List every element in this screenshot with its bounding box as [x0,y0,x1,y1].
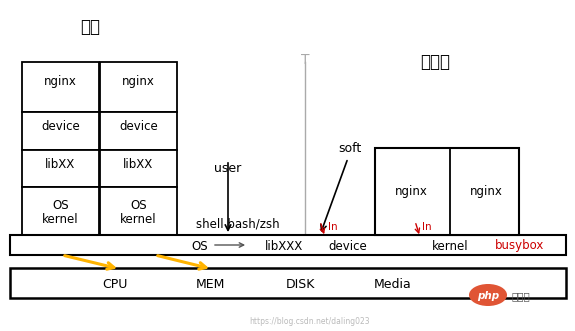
Text: soft: soft [338,141,362,155]
Text: libXX: libXX [45,158,76,170]
Text: 中文网: 中文网 [512,291,531,301]
Bar [22,112,99,150]
Text: device: device [119,120,158,133]
Text: Media: Media [374,277,412,291]
Bar [100,187,177,235]
Text: OS: OS [130,199,147,212]
Text: 解耸: 解耸 [80,18,100,36]
Text: user: user [214,162,242,174]
Text: T: T [301,53,309,67]
Text: libXX: libXX [124,158,154,170]
Text: DISK: DISK [285,277,315,291]
Text: php: php [477,291,499,301]
Bar [100,62,177,112]
Text: device: device [41,120,80,133]
Text: ln: ln [422,222,432,232]
Text: https://blog.csdn.net/daling023: https://blog.csdn.net/daling023 [250,317,370,326]
Text: CPU: CPU [102,277,128,291]
Text: busybox: busybox [495,240,545,253]
Text: nginx: nginx [394,185,427,198]
Text: MEM: MEM [196,277,225,291]
Bar [375,148,519,235]
Bar [100,150,177,187]
Bar [22,150,99,187]
Bar [10,268,566,298]
Ellipse shape [469,284,507,306]
Text: OS: OS [52,199,69,212]
Text: shell bash/zsh: shell bash/zsh [196,217,280,230]
Text: kernel: kernel [42,213,79,226]
Text: nginx: nginx [44,74,77,87]
Text: ln: ln [328,222,338,232]
Bar [22,62,99,112]
Bar [22,187,99,235]
Text: nginx: nginx [470,185,503,198]
Text: kernel: kernel [120,213,157,226]
Bar [10,235,566,255]
Text: OS: OS [191,240,208,253]
Text: nginx: nginx [122,74,155,87]
Text: kernel: kernel [432,240,468,253]
Text: device: device [329,240,367,253]
Text: 半解耸: 半解耸 [420,53,450,71]
Text: libXXX: libXXX [265,240,303,253]
Bar [100,112,177,150]
